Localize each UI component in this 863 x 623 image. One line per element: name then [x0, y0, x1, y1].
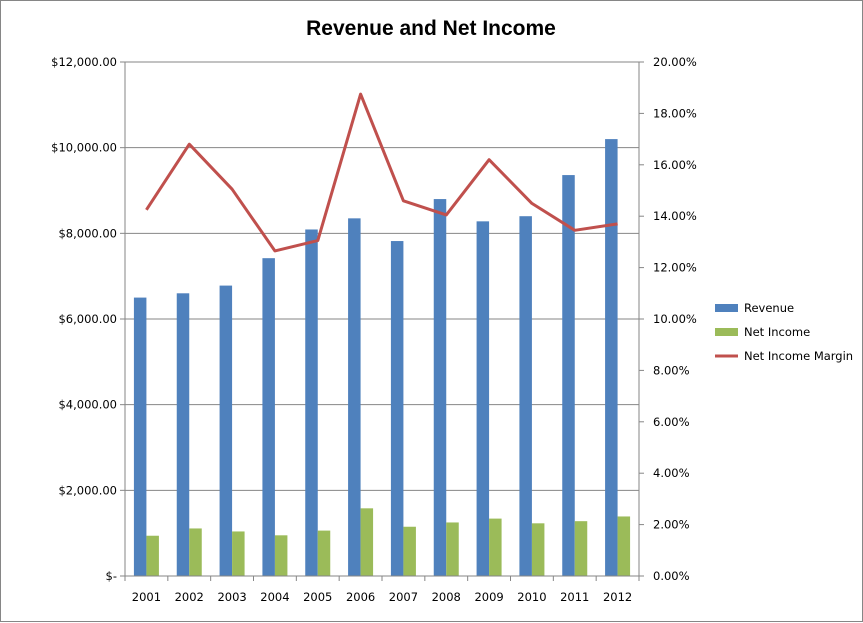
left-axis-tick-label: $6,000.00	[58, 312, 117, 326]
bar-revenue-2008	[433, 199, 447, 577]
right-axis-tick-labels: 0.00% 2.00% 4.00% 6.00% 8.00% 10.00% 12.00% 14.…	[653, 55, 697, 583]
line-net-income-margin	[145, 92, 618, 253]
bar-revenue-2012	[605, 139, 618, 576]
bar-revenue-2003	[219, 285, 233, 576]
legend-label-net-income: Net Income	[744, 325, 810, 339]
x-axis-tick-label: 2011	[560, 590, 589, 604]
x-axis-tick-label: 2012	[603, 590, 632, 604]
line-series	[145, 92, 618, 253]
left-axis-tick-label: $10,000.00	[51, 141, 117, 155]
chart-title: Revenue and Net Income	[306, 17, 556, 40]
x-axis-tick-label: 2001	[132, 590, 161, 604]
bar-net-income-2009	[489, 518, 502, 576]
left-axis-tick-label: $12,000.00	[51, 55, 117, 69]
axes	[120, 61, 644, 581]
bar-revenue-2007	[390, 241, 404, 576]
right-axis-tick-label: 16.00%	[653, 158, 697, 172]
bar-revenue-2006	[348, 218, 361, 576]
right-axis-tick-label: 0.00%	[653, 569, 690, 583]
legend-swatch-revenue	[715, 304, 738, 312]
bar-net-income-2012	[617, 516, 631, 576]
bar-revenue-2005	[305, 229, 318, 576]
x-axis-tick-label: 2003	[217, 590, 246, 604]
legend: Revenue Net Income Net Income Margin	[715, 301, 853, 363]
left-axis-tick-labels: $- $2,000.00 $4,000.00 $6,000.00 $8,000.00 $1…	[51, 55, 117, 583]
bar-revenue-2001	[133, 297, 147, 576]
bar-net-income-2001	[146, 535, 159, 576]
x-axis-tick-label: 2006	[346, 590, 375, 604]
bar-revenue-2004	[262, 258, 275, 576]
bar-revenue-2002	[176, 293, 190, 576]
left-axis-tick-label: $4,000.00	[58, 398, 117, 412]
bar-net-income-2008	[446, 522, 459, 576]
x-axis-tick-label: 2004	[260, 590, 289, 604]
bar-net-income-2002	[189, 528, 202, 576]
bar-revenue-2009	[476, 221, 490, 576]
x-axis-tick-label: 2010	[517, 590, 546, 604]
right-axis-tick-label: 14.00%	[653, 209, 697, 223]
bar-revenue-2011	[562, 175, 575, 576]
left-axis-tick-label: $2,000.00	[58, 483, 117, 497]
bar-net-income-2004	[274, 535, 288, 576]
legend-swatch-net-income	[715, 328, 738, 336]
x-axis-tick-label: 2009	[474, 590, 503, 604]
bar-net-income-2010	[531, 523, 545, 576]
gridlines	[125, 61, 639, 491]
right-axis-tick-label: 4.00%	[653, 466, 690, 480]
x-axis-tick-labels: 2001 2002 2003 2004 2005 2006 2007 2008 2009 2010…	[132, 590, 632, 604]
bar-net-income-2006	[360, 508, 374, 576]
legend-label-revenue: Revenue	[744, 301, 794, 315]
x-axis-tick-label: 2005	[303, 590, 332, 604]
bar-net-income-2005	[317, 530, 331, 576]
x-axis-tick-label: 2007	[389, 590, 418, 604]
right-axis-tick-label: 6.00%	[653, 415, 690, 429]
bar-net-income-2003	[232, 531, 245, 576]
right-axis-tick-label: 8.00%	[653, 363, 690, 377]
bar-net-income-2011	[574, 521, 588, 576]
bar-revenue-2010	[519, 216, 532, 576]
x-axis-tick-label: 2002	[175, 590, 204, 604]
bars	[133, 139, 631, 577]
right-axis-tick-label: 18.00%	[653, 106, 697, 120]
x-axis-tick-label: 2008	[432, 590, 461, 604]
bar-net-income-2007	[403, 526, 416, 576]
right-axis-tick-label: 20.00%	[653, 55, 697, 69]
legend-label-net-income-margin: Net Income Margin	[744, 349, 853, 363]
right-axis-tick-label: 12.00%	[653, 261, 697, 275]
right-axis-tick-label: 2.00%	[653, 518, 690, 532]
left-axis-tick-label: $-	[106, 569, 117, 583]
right-axis-tick-label: 10.00%	[653, 312, 697, 326]
left-axis-tick-label: $8,000.00	[58, 226, 117, 240]
